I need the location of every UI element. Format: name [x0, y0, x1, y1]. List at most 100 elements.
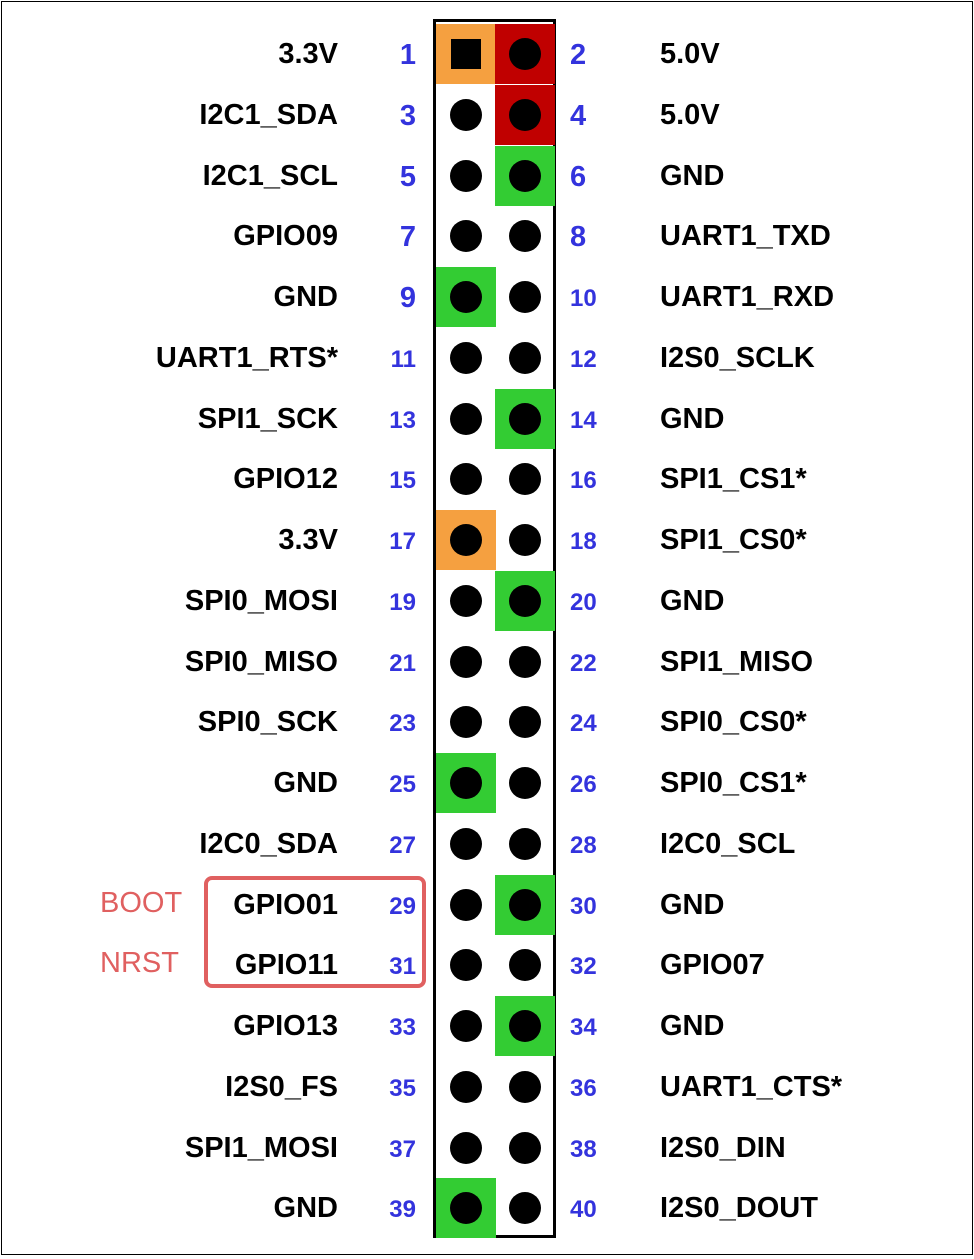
pin-cell: [436, 1178, 496, 1239]
pin-row: 3.3V 17 SPI1_CS0* 18: [2, 510, 974, 571]
pin-cell: [436, 267, 496, 327]
callout-note-nrst: NRST: [100, 947, 179, 980]
pin-pad: [509, 159, 541, 192]
pin-pad: [509, 706, 541, 739]
pin-1-square-pad: [451, 39, 481, 69]
pin-pad: [509, 949, 541, 982]
pin-label: I2C1_SDA: [199, 98, 338, 131]
pin-pad: [509, 341, 541, 374]
pin-row: SPI0_MOSI 19 GND 20: [2, 570, 974, 632]
pin-number: 37: [389, 1135, 416, 1163]
pin-row: GPIO01 29 GND 30: [2, 874, 974, 936]
pin-label: UART1_RTS*: [155, 341, 338, 374]
pin-pad: [509, 98, 541, 131]
pin-cell: [495, 1118, 555, 1178]
pin-pad: [450, 706, 482, 739]
pin-pad: [509, 827, 541, 860]
pin-cell: [495, 388, 555, 449]
pin-number: 39: [389, 1196, 416, 1224]
pin-label: I2S0_SCLK: [660, 341, 815, 374]
pin-cell: [436, 146, 496, 206]
pin-number: 25: [389, 771, 416, 798]
pin-row: GND 9 UART1_RXD 10: [2, 267, 974, 328]
pin-label: GND: [660, 402, 725, 435]
pin-pad: [509, 402, 541, 435]
pin-number: 27: [389, 831, 416, 859]
pin-cell: [495, 814, 555, 874]
pin-pad: [509, 38, 541, 70]
pin-number: 5: [399, 160, 416, 193]
pin-row: SPI1_SCK 13 GND 14: [2, 388, 974, 450]
pin-number: 38: [570, 1135, 597, 1163]
pin-pad: [450, 827, 482, 860]
pin-number: 34: [570, 1014, 597, 1041]
pin-number: 8: [570, 221, 587, 254]
pin-pad: [509, 463, 541, 496]
pin-label: I2C0_SCL: [660, 827, 796, 860]
pin-number: 21: [389, 649, 416, 677]
pin-number: 4: [570, 99, 587, 132]
pin-number: 14: [570, 406, 597, 434]
pin-label: GND: [660, 1010, 725, 1042]
pin-number: 17: [389, 528, 416, 555]
pin-label: I2C1_SCL: [202, 159, 338, 192]
pin-number: 6: [570, 160, 587, 193]
pin-pad: [509, 767, 541, 799]
pin-cell: [495, 328, 555, 388]
pin-label: GND: [273, 281, 338, 313]
pin-row: GND 39 I2S0_DOUT 40: [2, 1178, 974, 1239]
pin-label: SPI1_CS0*: [660, 524, 807, 556]
pin-number: 22: [570, 649, 597, 677]
pin-number: 16: [570, 467, 597, 495]
pin-row: GPIO13 33 GND 34: [2, 996, 974, 1057]
pin-pad: [509, 584, 541, 617]
pin-pad: [450, 524, 482, 556]
pin-number: 9: [399, 282, 416, 314]
pin-cell: [436, 753, 496, 813]
pin-label: 3.3V: [278, 38, 338, 70]
pin-cell: [495, 753, 555, 813]
pin-row: UART1_RTS* 11 I2S0_SCLK 12: [2, 328, 974, 389]
pin-label: GPIO09: [233, 220, 338, 253]
pin-number: 2: [570, 39, 587, 71]
pin-cell: [436, 328, 496, 388]
pin-cell: [436, 389, 496, 449]
pin-pad: [509, 281, 541, 313]
pin-number: 20: [570, 588, 597, 616]
pin-number: 31: [389, 953, 416, 981]
pin-label: SPI0_CS1*: [660, 767, 807, 799]
pin-row: I2C0_SDA 27 I2C0_SCL 28: [2, 814, 974, 875]
boot-nrst-callout-box: [204, 876, 426, 988]
pin-pad: [509, 524, 541, 556]
pin-label: 3.3V: [278, 524, 338, 556]
pin-number: 35: [389, 1074, 416, 1102]
pin-row: GPIO12 15 SPI1_CS1* 16: [2, 449, 974, 510]
pin-label: GND: [660, 584, 725, 617]
pin-cell: [495, 632, 555, 692]
pin-cell: [436, 692, 496, 752]
pin-pad: [509, 1131, 541, 1164]
pin-label: 5.0V: [660, 38, 720, 70]
pin-cell: [436, 206, 496, 266]
pin-pad: [450, 159, 482, 192]
pin-cell: [495, 1057, 555, 1117]
pin-number: 33: [389, 1014, 416, 1041]
pin-cell: [436, 632, 496, 692]
pin-pad: [450, 584, 482, 617]
pin-pad: [509, 888, 541, 921]
pin-number: 15: [389, 467, 416, 495]
pin-label: I2S0_FS: [225, 1070, 338, 1103]
pin-pad: [450, 1070, 482, 1103]
pin-pad: [509, 645, 541, 678]
pin-pad: [450, 888, 482, 921]
pin-label: SPI0_SCK: [197, 706, 338, 739]
pin-label: SPI0_CS0*: [660, 706, 807, 739]
pin-cell: [436, 875, 496, 935]
pin-row: I2C1_SCL 5 GND 6: [2, 145, 974, 207]
pin-row: GPIO11 31 GPIO07 32: [2, 935, 974, 996]
pin-cell: [436, 85, 496, 145]
pin-number: 18: [570, 528, 597, 555]
pin-number: 26: [570, 771, 597, 798]
pin-row: GPIO09 7 UART1_TXD 8: [2, 206, 974, 267]
pin-label: SPI1_CS1*: [660, 463, 807, 496]
